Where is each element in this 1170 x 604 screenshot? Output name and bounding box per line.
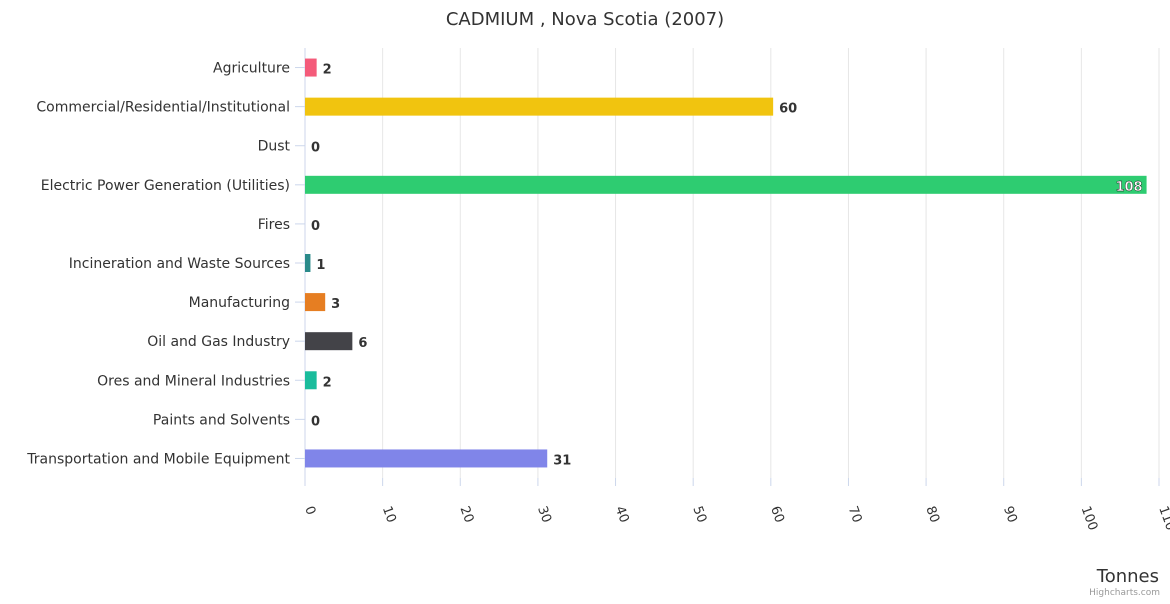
bar <box>305 371 317 390</box>
bar <box>305 332 353 351</box>
data-label: 60 <box>779 102 797 117</box>
bar <box>305 175 1147 194</box>
data-label: 2 <box>323 63 332 78</box>
credits[interactable]: Highcharts.com <box>1089 588 1160 598</box>
x-tick-label: 40 <box>612 504 632 525</box>
data-label: 0 <box>311 141 320 156</box>
category-label: Manufacturing <box>189 295 290 311</box>
bar <box>305 58 317 77</box>
category-label: Dust <box>258 139 291 155</box>
x-tick-label: 0 <box>301 504 318 517</box>
category-label: Ores and Mineral Industries <box>97 373 290 389</box>
category-label: Fires <box>258 217 290 233</box>
data-label: 3 <box>331 297 340 312</box>
x-tick-label: 30 <box>534 504 554 525</box>
category-label: Electric Power Generation (Utilities) <box>41 178 290 194</box>
x-tick-label: 50 <box>689 504 709 525</box>
data-label: 0 <box>311 219 320 234</box>
bar <box>305 449 548 468</box>
x-tick-label: 100 <box>1078 504 1101 532</box>
category-label: Transportation and Mobile Equipment <box>26 451 290 467</box>
x-tick-label: 20 <box>457 504 477 525</box>
x-tick-label: 10 <box>379 504 399 525</box>
bar <box>305 293 326 312</box>
x-tick-label: 70 <box>845 504 865 525</box>
chart-title: CADMIUM , Nova Scotia (2007) <box>446 9 724 30</box>
bar <box>305 97 774 116</box>
category-label: Incineration and Waste Sources <box>69 256 290 272</box>
data-label: 1 <box>316 258 325 273</box>
x-tick-label: 80 <box>922 504 942 525</box>
data-label: 108 <box>1115 180 1142 195</box>
x-tick-label: 110 <box>1155 504 1170 532</box>
x-tick-label: 60 <box>767 504 787 525</box>
x-tick-label: 90 <box>1000 504 1020 525</box>
category-label: Commercial/Residential/Institutional <box>36 100 290 116</box>
data-label: 31 <box>553 453 571 468</box>
data-label: 6 <box>358 336 367 351</box>
data-label: 2 <box>323 375 332 390</box>
category-label: Agriculture <box>213 61 290 77</box>
category-label: Paints and Solvents <box>153 412 290 428</box>
category-label: Oil and Gas Industry <box>147 334 290 350</box>
data-label: 0 <box>311 414 320 429</box>
bar <box>305 254 311 272</box>
axis-title: Tonnes <box>1096 566 1159 587</box>
